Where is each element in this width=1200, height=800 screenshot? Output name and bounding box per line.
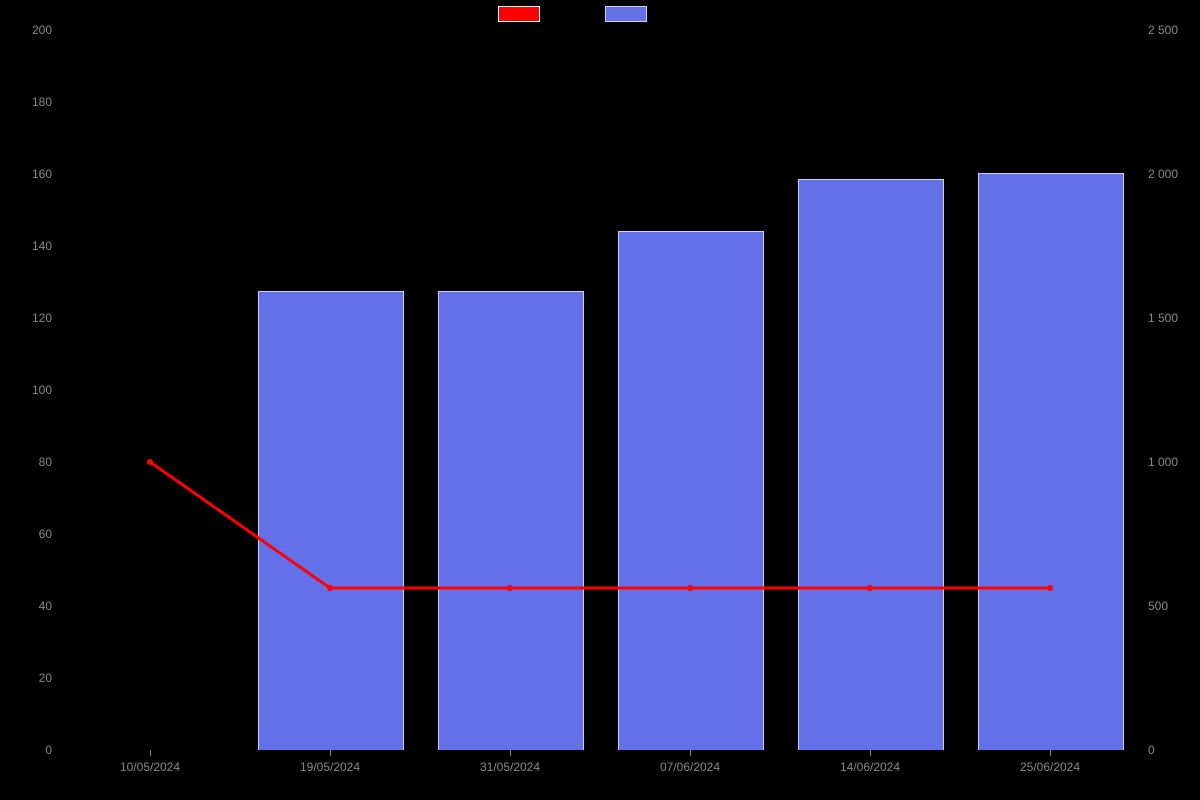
- line-layer: [0, 0, 1200, 800]
- line-series: [150, 462, 1050, 588]
- y-left-tick-label: 200: [12, 23, 52, 37]
- x-tick-mark: [690, 750, 691, 756]
- line-marker: [867, 585, 873, 591]
- x-tick-mark: [330, 750, 331, 756]
- line-marker: [327, 585, 333, 591]
- x-tick-label: 07/06/2024: [660, 760, 720, 774]
- y-left-tick-label: 100: [12, 383, 52, 397]
- x-tick-mark: [150, 750, 151, 756]
- line-marker: [147, 459, 153, 465]
- y-right-tick-label: 500: [1148, 599, 1198, 613]
- y-right-tick-label: 0: [1148, 743, 1198, 757]
- x-tick-label: 31/05/2024: [480, 760, 540, 774]
- y-left-tick-label: 120: [12, 311, 52, 325]
- y-left-tick-label: 20: [12, 671, 52, 685]
- y-left-tick-label: 180: [12, 95, 52, 109]
- x-tick-label: 10/05/2024: [120, 760, 180, 774]
- y-left-tick-label: 0: [12, 743, 52, 757]
- x-tick-label: 14/06/2024: [840, 760, 900, 774]
- y-left-tick-label: 160: [12, 167, 52, 181]
- y-left-tick-label: 40: [12, 599, 52, 613]
- x-tick-mark: [870, 750, 871, 756]
- line-marker: [1047, 585, 1053, 591]
- y-left-tick-label: 80: [12, 455, 52, 469]
- y-left-tick-label: 60: [12, 527, 52, 541]
- y-right-tick-label: 2 500: [1148, 23, 1198, 37]
- x-tick-label: 25/06/2024: [1020, 760, 1080, 774]
- x-tick-label: 19/05/2024: [300, 760, 360, 774]
- line-marker: [507, 585, 513, 591]
- x-tick-mark: [1050, 750, 1051, 756]
- y-right-tick-label: 2 000: [1148, 167, 1198, 181]
- y-right-tick-label: 1 000: [1148, 455, 1198, 469]
- y-left-tick-label: 140: [12, 239, 52, 253]
- y-right-tick-label: 1 500: [1148, 311, 1198, 325]
- combo-chart: 0 20 40 60 80 100 120 140 160 180 200 0 500 1 000 1 5…: [0, 0, 1200, 800]
- x-tick-mark: [510, 750, 511, 756]
- line-marker: [687, 585, 693, 591]
